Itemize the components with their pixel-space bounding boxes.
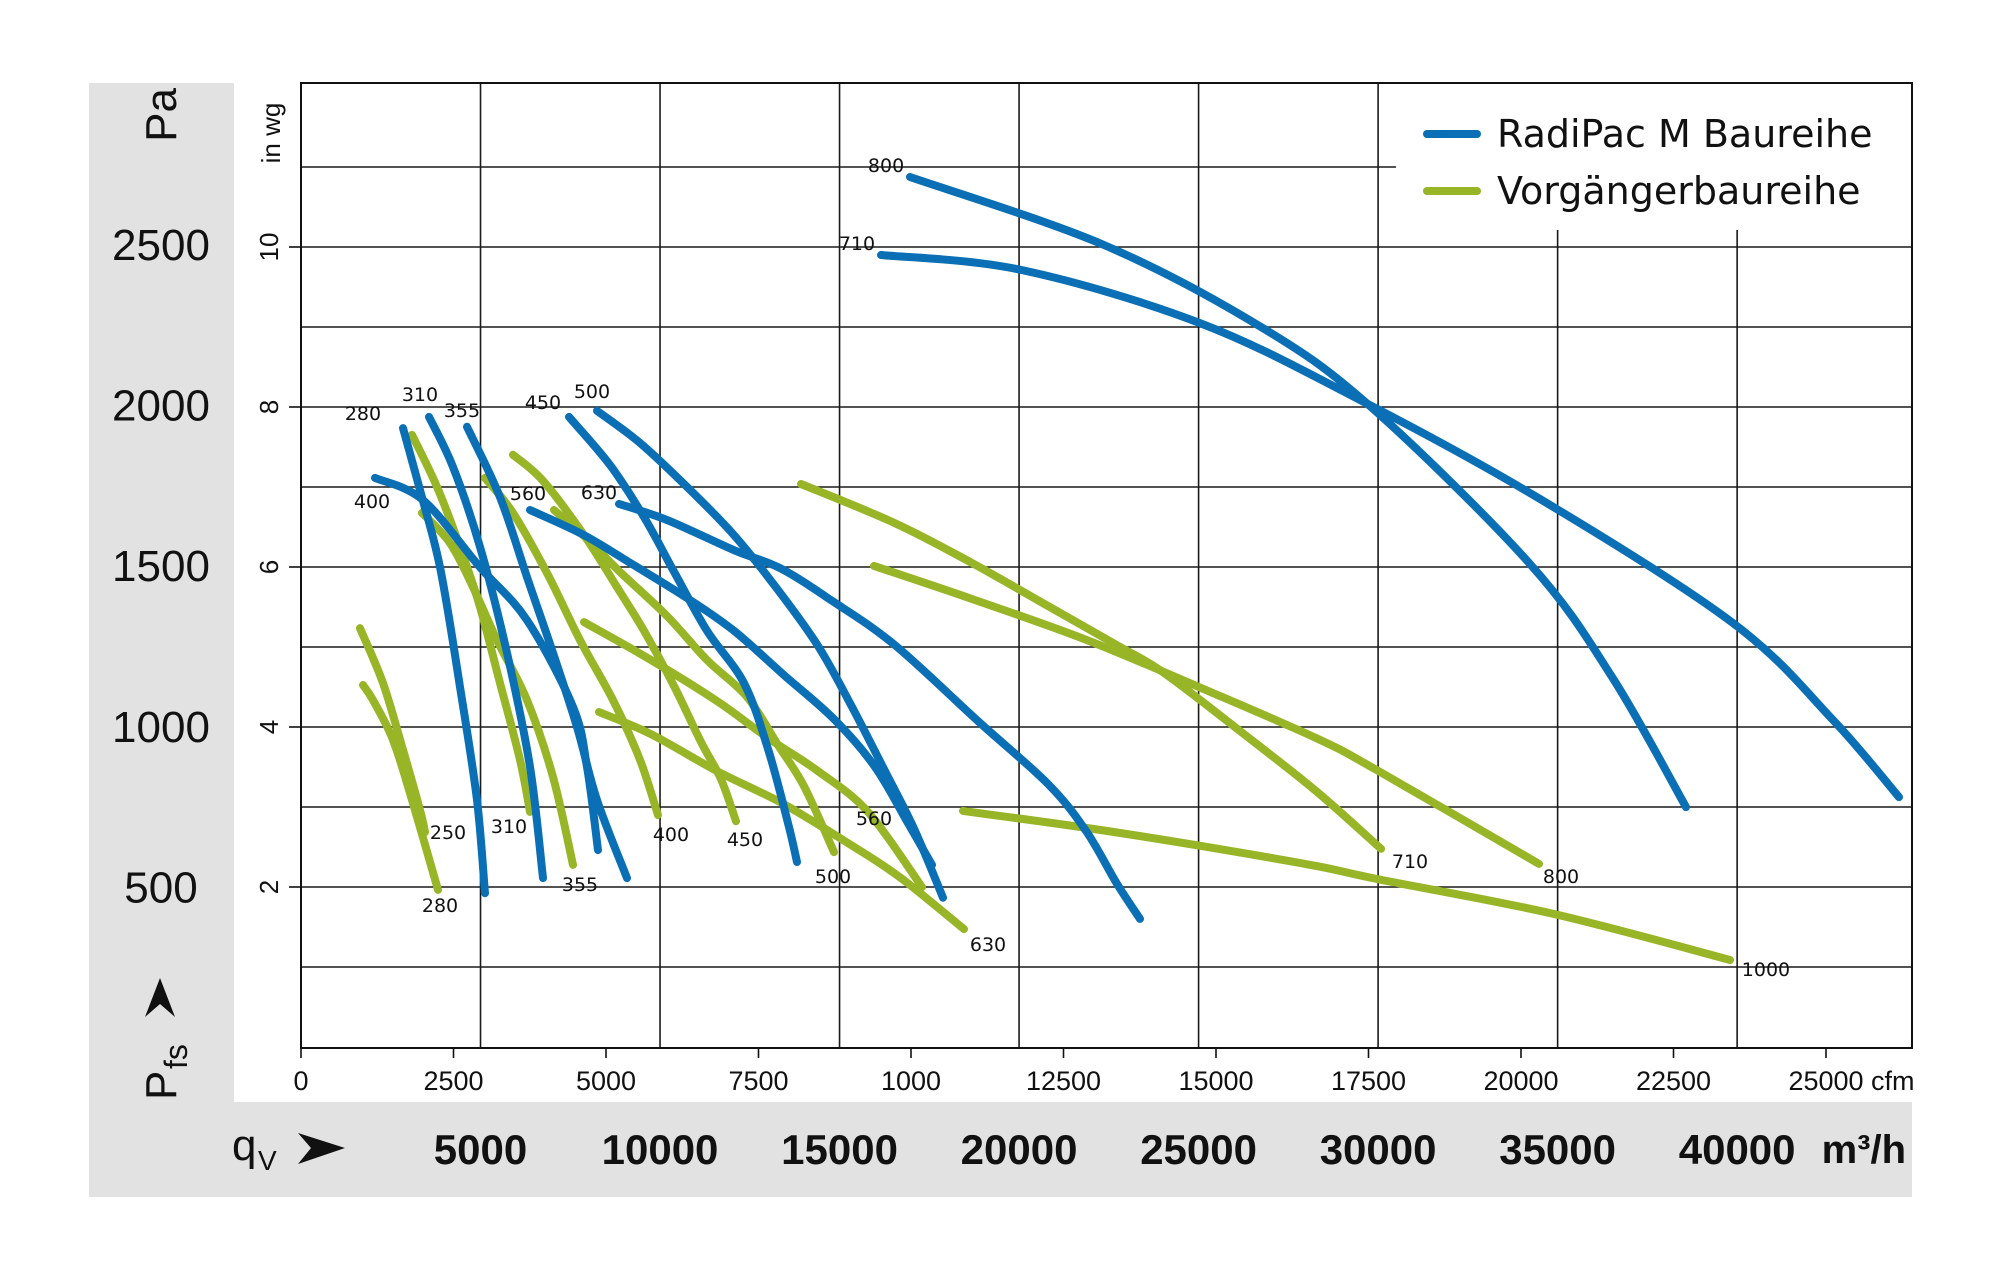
curve-label-previous-355: 355 — [562, 874, 598, 896]
x-tick-label-m3h: 40000 — [1679, 1126, 1796, 1173]
curve-radipac-560 — [526, 506, 936, 869]
y-axis-label-sub: fs — [158, 1044, 194, 1069]
curve-label-radipac-355: 355 — [444, 400, 480, 422]
curve-previous-710 — [797, 480, 1385, 853]
legend-label-radipac: RadiPac M Baureihe — [1497, 112, 1873, 156]
x-axis-label: q V — [232, 1121, 345, 1176]
y-axis-label-main: P — [137, 1071, 186, 1100]
y-tick-label-inwg: 2 — [254, 880, 284, 894]
y-tick-label-pa: 2500 — [112, 221, 210, 270]
x-tick-label-m3h: 30000 — [1320, 1126, 1437, 1173]
curve-previous-250 — [356, 624, 429, 837]
y-axis-label: P fs — [137, 978, 194, 1100]
y-tick-label-pa: 500 — [124, 863, 197, 912]
curve-labels: 280 310 355 400 450 500 560 630 710 800 250 280 310 3… — [345, 155, 1790, 981]
x-axis-label-sub: V — [258, 1145, 277, 1176]
y-tick-label-pa: 1500 — [112, 542, 210, 591]
y-tick-label-inwg: 8 — [254, 400, 284, 414]
x-tick-label-cfm: 20000 — [1483, 1066, 1558, 1096]
x-tick-label-m3h: 25000 — [1140, 1126, 1257, 1173]
x-tick-label-cfm: 22500 — [1636, 1066, 1711, 1096]
curve-label-previous-250: 250 — [430, 822, 466, 844]
y-tick-label-pa: 1000 — [112, 703, 210, 752]
y-tick-label-pa: 2000 — [112, 382, 210, 431]
curve-previous-280 — [359, 681, 442, 894]
curve-radipac-280 — [399, 424, 489, 898]
curve-label-previous-310: 310 — [491, 816, 527, 838]
curve-label-radipac-310: 310 — [402, 384, 438, 406]
y-tick-label-inwg: 6 — [254, 560, 284, 574]
curve-label-radipac-450: 450 — [525, 392, 561, 414]
curve-previous-355 — [418, 508, 577, 869]
x-tick-label-cfm: 2500 — [423, 1066, 483, 1096]
x-axis-band — [89, 1102, 1912, 1197]
legend: RadiPac M Baureihe Vorgängerbaureihe — [1400, 85, 1910, 229]
y-tick-label-inwg: 4 — [254, 720, 284, 734]
x-tick-label-m3h: 5000 — [434, 1126, 527, 1173]
x-unit-cfm: cfm — [1871, 1066, 1915, 1096]
x-tick-label-cfm: 7500 — [728, 1066, 788, 1096]
curve-label-previous-710: 710 — [1392, 851, 1428, 873]
curve-label-previous-500: 500 — [815, 866, 851, 888]
x-tick-label-cfm: 1000 — [881, 1066, 941, 1096]
x-tick-label-m3h: 35000 — [1499, 1126, 1616, 1173]
curve-previous-800 — [870, 561, 1543, 868]
curve-previous-1000 — [959, 806, 1734, 964]
x-tick-label-m3h: 15000 — [781, 1126, 898, 1173]
curve-label-previous-450: 450 — [727, 829, 763, 851]
curve-label-radipac-400: 400 — [354, 491, 390, 513]
legend-background — [1400, 85, 1910, 229]
x-tick-label-m3h: 10000 — [602, 1126, 719, 1173]
curve-label-previous-630: 630 — [970, 934, 1006, 956]
curve-radipac-355 — [463, 422, 631, 883]
curve-radipac-450 — [565, 412, 801, 866]
plot-frame — [300, 82, 1913, 1049]
x-ticks-cfm: 0 2500 5000 7500 1000 12500 15000 17500 20000 225… — [293, 1047, 1915, 1096]
x-tick-label-m3h: 20000 — [961, 1126, 1078, 1173]
curve-label-previous-400: 400 — [653, 824, 689, 846]
curve-radipac-800 — [906, 173, 1690, 812]
y-unit-inwg: in wg — [256, 103, 286, 164]
x-tick-label-cfm: 15000 — [1178, 1066, 1253, 1096]
curve-label-radipac-500: 500 — [574, 381, 610, 403]
curve-label-radipac-630: 630 — [581, 482, 617, 504]
curves — [356, 173, 1903, 964]
y-axis-band — [89, 83, 234, 1197]
curve-label-radipac-560: 560 — [510, 483, 546, 505]
curve-previous-400 — [481, 473, 662, 820]
x-axis-arrow-icon — [298, 1133, 345, 1164]
x-axis-label-main: q — [232, 1121, 256, 1170]
y-ticks-pa: 500 1000 1500 2000 2500 — [112, 221, 210, 912]
x-tick-label-cfm: 17500 — [1331, 1066, 1406, 1096]
curve-label-radipac-710: 710 — [839, 233, 875, 255]
x-unit-m3h: m³/h — [1822, 1128, 1906, 1172]
x-tick-label-cfm: 0 — [293, 1066, 308, 1096]
curve-label-radipac-280: 280 — [345, 403, 381, 425]
x-tick-label-cfm: 5000 — [576, 1066, 636, 1096]
x-ticks-m3h: 5000 10000 15000 20000 25000 30000 35000 40000 — [434, 1126, 1796, 1173]
y-ticks-inwg: 2 4 6 8 10 — [254, 233, 301, 894]
curve-radipac-710 — [877, 251, 1903, 802]
x-tick-label-cfm: 12500 — [1026, 1066, 1101, 1096]
x-tick-label-cfm: 25000 — [1788, 1066, 1863, 1096]
curve-previous-500 — [550, 506, 838, 857]
curve-radipac-630 — [615, 499, 1144, 923]
y-axis-arrow-icon — [145, 978, 175, 1017]
curve-label-previous-800: 800 — [1543, 866, 1579, 888]
y-tick-label-inwg: 10 — [254, 233, 284, 262]
curve-label-radipac-800: 800 — [868, 155, 904, 177]
curve-label-previous-560: 560 — [856, 808, 892, 830]
curve-label-previous-1000: 1000 — [1742, 959, 1790, 981]
curve-label-previous-280: 280 — [422, 895, 458, 917]
y-unit-pa: Pa — [137, 88, 186, 142]
curve-radipac-310 — [425, 412, 547, 883]
curve-radipac-400 — [371, 473, 602, 855]
curve-radipac-500 — [593, 406, 947, 902]
legend-label-previous: Vorgängerbaureihe — [1497, 169, 1861, 213]
